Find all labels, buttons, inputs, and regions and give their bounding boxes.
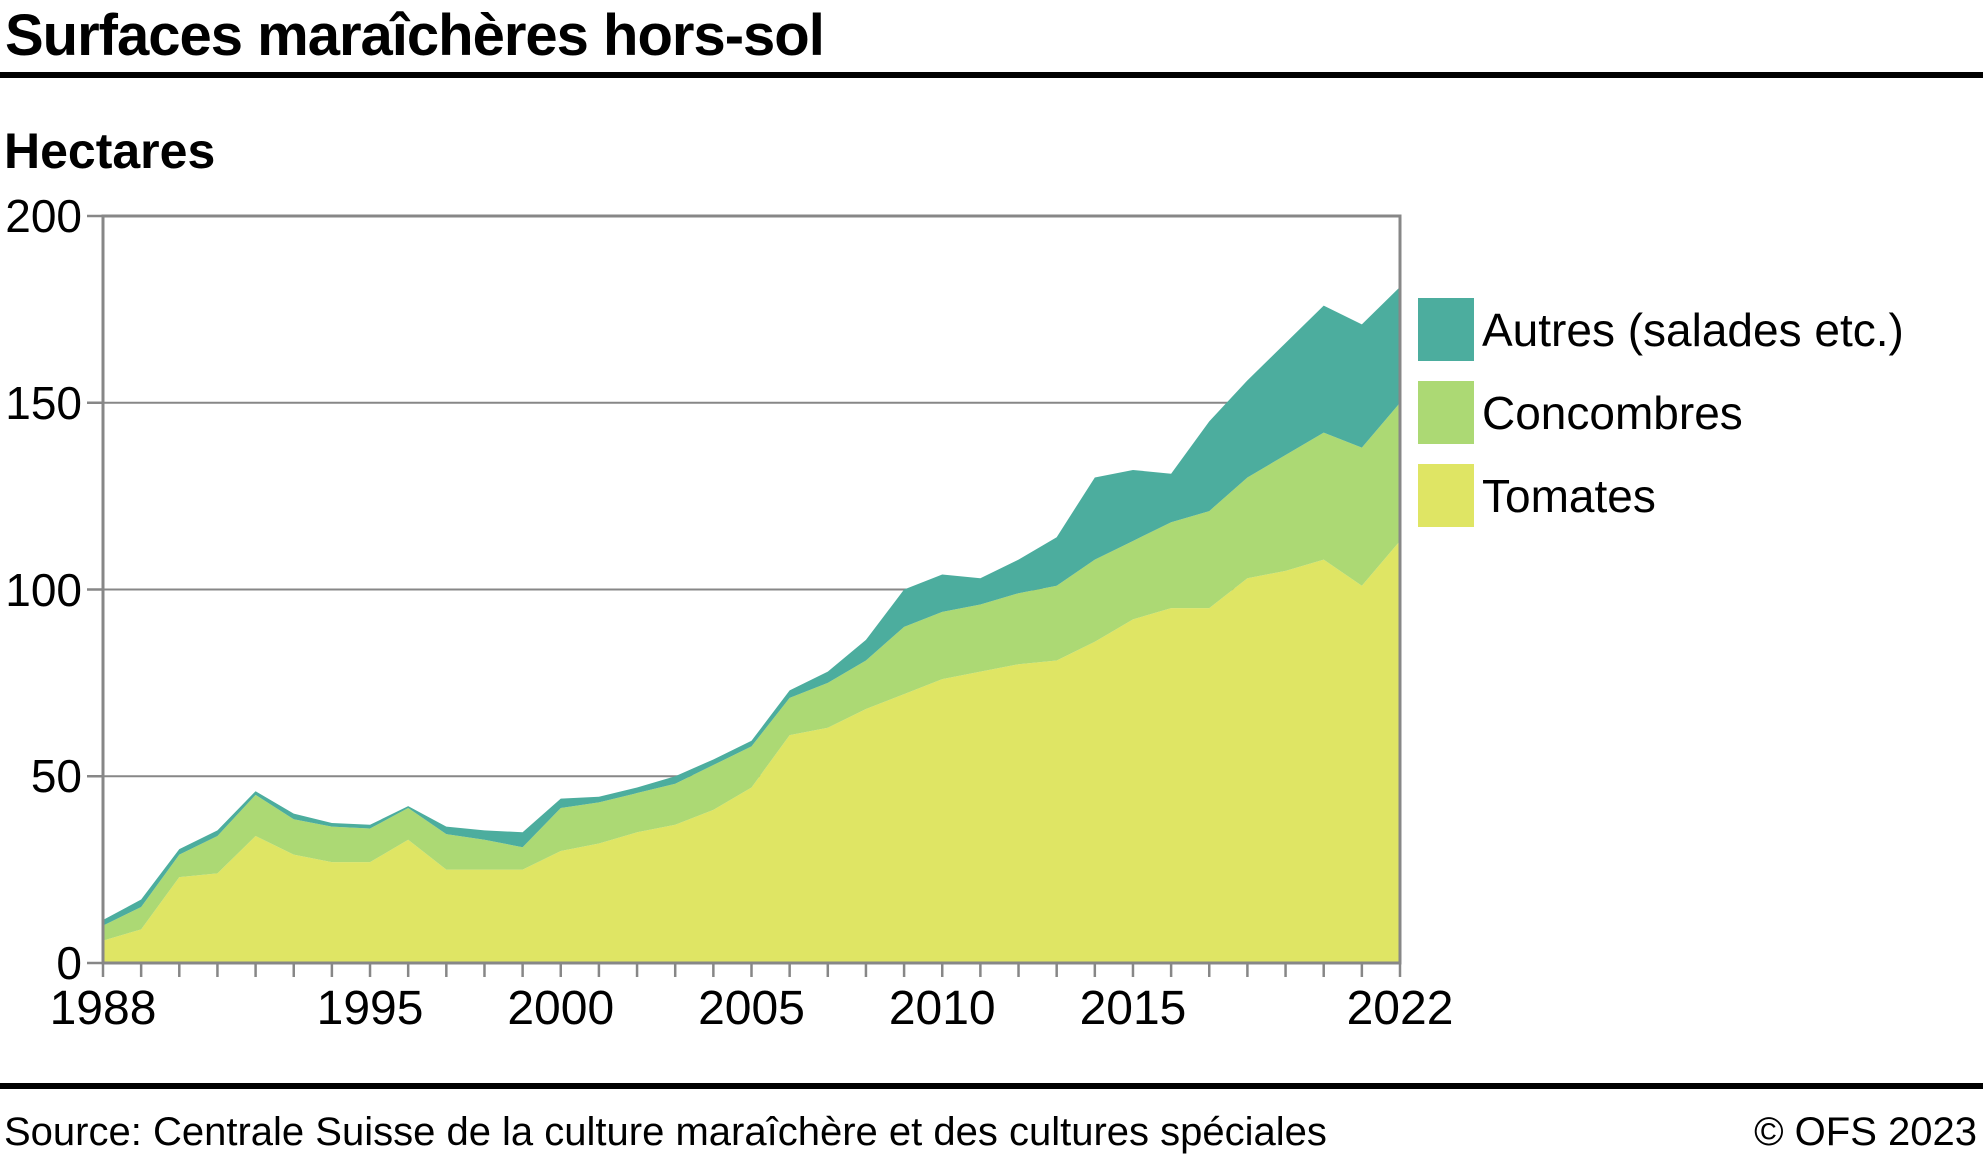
source-text: Source: Centrale Suisse de la culture ma…: [4, 1110, 1327, 1154]
x-tick-label: 2000: [507, 982, 615, 1035]
legend-swatch: [1418, 298, 1474, 361]
x-tick-label: 1995: [316, 982, 424, 1035]
copyright-text: © OFS 2023: [1754, 1110, 1977, 1154]
footer-rule: [0, 1083, 1983, 1089]
y-axis-title: Hectares: [4, 123, 216, 179]
legend-label: Tomates: [1482, 470, 1656, 522]
x-tick-label: 2015: [1079, 982, 1187, 1035]
y-tick-label: 150: [5, 376, 82, 429]
x-tick-label: 2005: [698, 982, 805, 1035]
x-tick-label: 2010: [888, 982, 996, 1035]
legend-label: Concombres: [1482, 387, 1743, 439]
x-tick-label: 2022: [1346, 982, 1454, 1035]
legend-swatch: [1418, 381, 1474, 444]
legend-label: Autres (salades etc.): [1482, 304, 1904, 356]
header-rule: [0, 72, 1983, 78]
y-tick-label: 100: [5, 563, 82, 616]
legend-swatch: [1418, 464, 1474, 527]
chart-title: Surfaces maraîchères hors-sol: [5, 3, 825, 68]
area-tomates: [103, 540, 1400, 963]
y-tick-label: 200: [5, 190, 82, 242]
y-tick-label: 50: [30, 750, 82, 803]
x-tick-label: 1988: [49, 982, 157, 1035]
y-tick-label: 0: [56, 937, 82, 989]
